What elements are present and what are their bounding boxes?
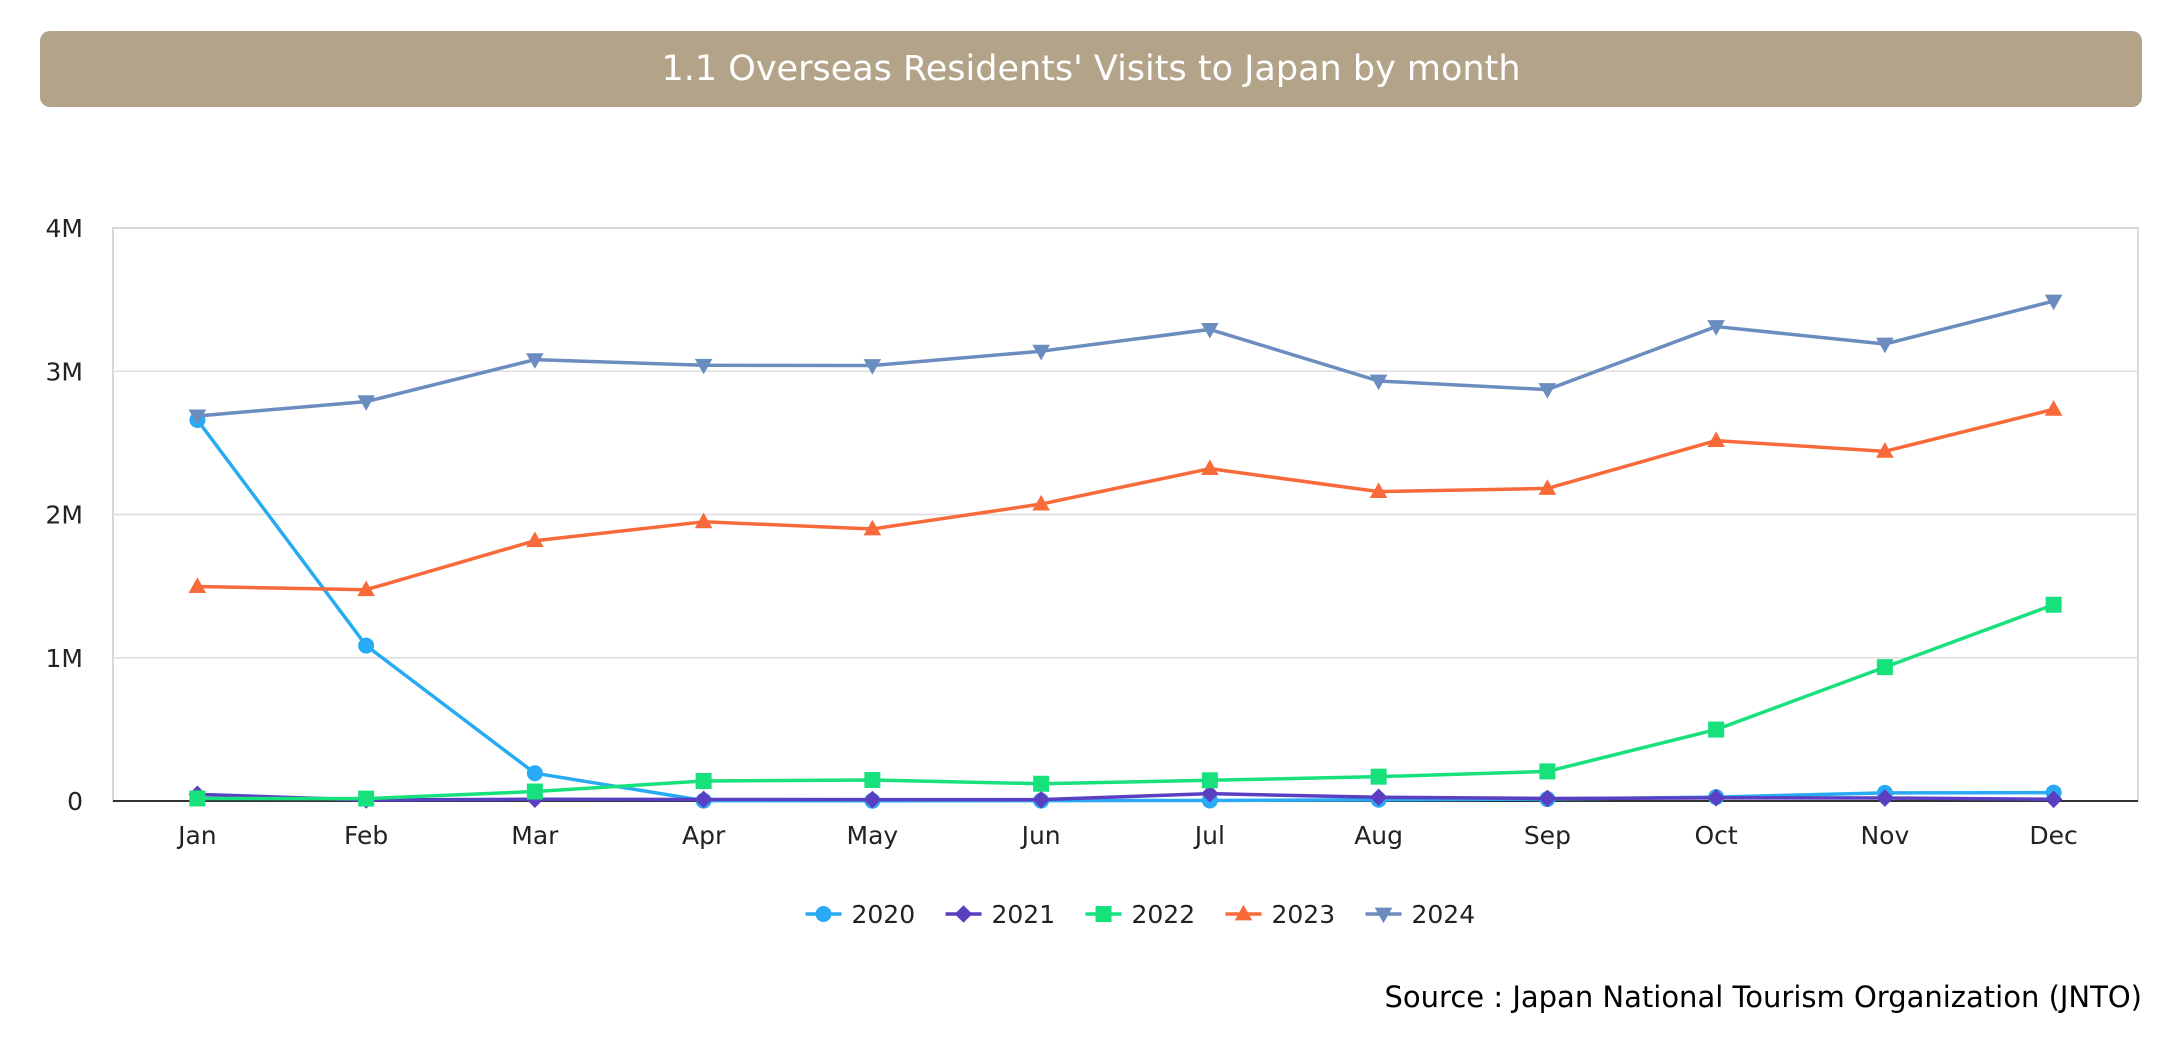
data-point-2024	[863, 359, 882, 375]
data-point-2022	[1876, 659, 1893, 676]
x-tick-label: Sep	[1524, 821, 1571, 850]
data-point-2022	[189, 790, 206, 807]
source-note: Source : Japan National Tourism Organiza…	[1384, 980, 2142, 1014]
data-point-2024	[1538, 383, 1557, 399]
data-point-2024	[357, 395, 375, 411]
series-line-2020	[195, 418, 2054, 803]
data-point-2021	[1032, 790, 1050, 809]
data-point-2021	[1201, 784, 1219, 803]
y-tick-label: 0	[67, 787, 83, 816]
data-point-2023	[1369, 482, 1388, 498]
legend-label-2022: 2022	[1132, 900, 1196, 929]
data-point-2022	[1033, 775, 1050, 792]
data-point-2023	[188, 577, 207, 593]
data-point-2021	[1707, 789, 1725, 807]
series-line-2024	[197, 299, 2055, 418]
data-point-2022	[695, 773, 712, 790]
data-point-2022	[1370, 768, 1387, 785]
series-line-2021	[197, 791, 2054, 802]
data-point-2024	[1707, 320, 1725, 336]
y-tick-label: 2M	[46, 501, 83, 530]
data-point-2021	[1876, 789, 1894, 807]
data-point-2024	[188, 409, 207, 426]
data-point-2024	[1201, 323, 1219, 339]
data-point-2023	[1538, 479, 1557, 495]
x-tick-label: Jun	[1020, 821, 1061, 850]
chart-title: 1.1 Overseas Residents' Visits to Japan …	[661, 49, 1521, 89]
legend-label-2020: 2020	[852, 900, 916, 929]
data-point-2023	[1201, 459, 1219, 476]
x-tick-label: Dec	[2029, 821, 2077, 850]
y-tick-label: 1M	[46, 644, 83, 673]
chart-title-bar: 1.1 Overseas Residents' Visits to Japan …	[40, 31, 2142, 107]
data-point-2023	[2044, 400, 2063, 416]
data-point-2022	[1539, 763, 1556, 780]
legend-label-2024: 2024	[1412, 900, 1476, 929]
legend-marker-2022	[1095, 906, 1112, 922]
data-point-2023	[1707, 431, 1725, 447]
x-tick-label: Mar	[511, 821, 559, 850]
data-point-2022	[2045, 596, 2062, 613]
x-tick-label: Apr	[682, 821, 726, 850]
data-point-2024	[526, 353, 544, 369]
data-point-2023	[863, 519, 882, 536]
data-point-2021	[694, 790, 713, 809]
data-point-2023	[526, 531, 544, 548]
legend-marker-2021	[954, 905, 973, 923]
x-tick-label: Jul	[1193, 821, 1225, 850]
y-tick-label: 3M	[46, 357, 83, 386]
x-tick-label: Feb	[344, 821, 388, 850]
data-point-2022	[1708, 721, 1725, 738]
data-point-2024	[1369, 374, 1388, 391]
data-point-2022	[526, 783, 543, 800]
legend-label-2023: 2023	[1272, 900, 1336, 929]
x-tick-label: May	[847, 821, 899, 850]
data-point-2024	[1032, 344, 1050, 361]
series-line-2022	[197, 603, 2055, 801]
data-point-2022	[358, 790, 375, 807]
data-point-2024	[694, 358, 713, 375]
data-point-2023	[1876, 442, 1894, 458]
data-point-2022	[864, 771, 881, 788]
data-point-2021	[1538, 789, 1557, 808]
data-point-2021	[863, 790, 882, 809]
data-point-2023	[694, 512, 713, 529]
legend-marker-2020	[815, 906, 832, 922]
data-point-2023	[357, 580, 375, 597]
data-point-2024	[2044, 294, 2063, 311]
series-line-2023	[197, 407, 2055, 592]
data-point-2020	[526, 765, 543, 782]
data-point-2024	[1876, 337, 1894, 354]
y-tick-label: 4M	[46, 214, 83, 243]
data-point-2021	[2044, 790, 2063, 809]
data-point-2023	[1032, 494, 1050, 511]
legend-marker-2024	[1374, 907, 1393, 924]
x-tick-label: Aug	[1354, 821, 1403, 850]
data-point-2020	[358, 637, 375, 654]
legend-marker-2023	[1234, 904, 1253, 921]
data-point-2022	[1201, 772, 1218, 789]
data-point-2021	[1369, 788, 1388, 807]
x-tick-label: Jan	[176, 821, 217, 850]
x-tick-label: Nov	[1860, 821, 1909, 850]
legend-label-2021: 2021	[992, 900, 1056, 929]
x-tick-label: Oct	[1695, 821, 1738, 850]
